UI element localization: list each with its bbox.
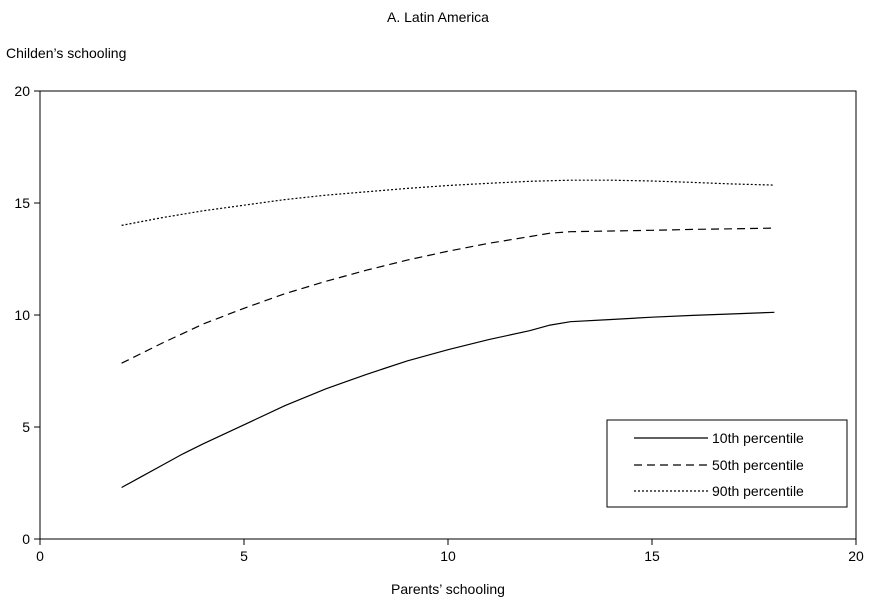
y-axis: 0 5 10 15 20 [14, 83, 40, 547]
legend-label-50th: 50th percentile [712, 457, 804, 473]
y-tick-label: 5 [22, 419, 30, 435]
series-line-50th [121, 227, 775, 364]
x-axis-label: Parents’ schooling [391, 581, 505, 597]
y-tick-label: 10 [14, 307, 30, 323]
legend: 10th percentile 50th percentile 90th per… [606, 419, 848, 508]
y-tick-label: 0 [22, 531, 30, 547]
series-line-90th [121, 179, 775, 226]
x-tick-label: 0 [36, 548, 44, 564]
legend-label-90th: 90th percentile [712, 483, 804, 499]
x-tick-label: 20 [848, 548, 864, 564]
legend-box [606, 419, 848, 508]
y-tick-label: 15 [14, 195, 30, 211]
x-tick-label: 10 [440, 548, 456, 564]
x-tick-label: 5 [240, 548, 248, 564]
y-tick-label: 20 [14, 83, 30, 99]
legend-label-10th: 10th percentile [712, 430, 804, 446]
chart-title: A. Latin America [387, 9, 489, 25]
x-axis: 0 5 10 15 20 [36, 539, 864, 564]
series-layer [121, 179, 775, 489]
x-tick-label: 15 [644, 548, 660, 564]
series-line-10th [121, 311, 775, 489]
y-axis-label: Childen’s schooling [6, 45, 126, 61]
